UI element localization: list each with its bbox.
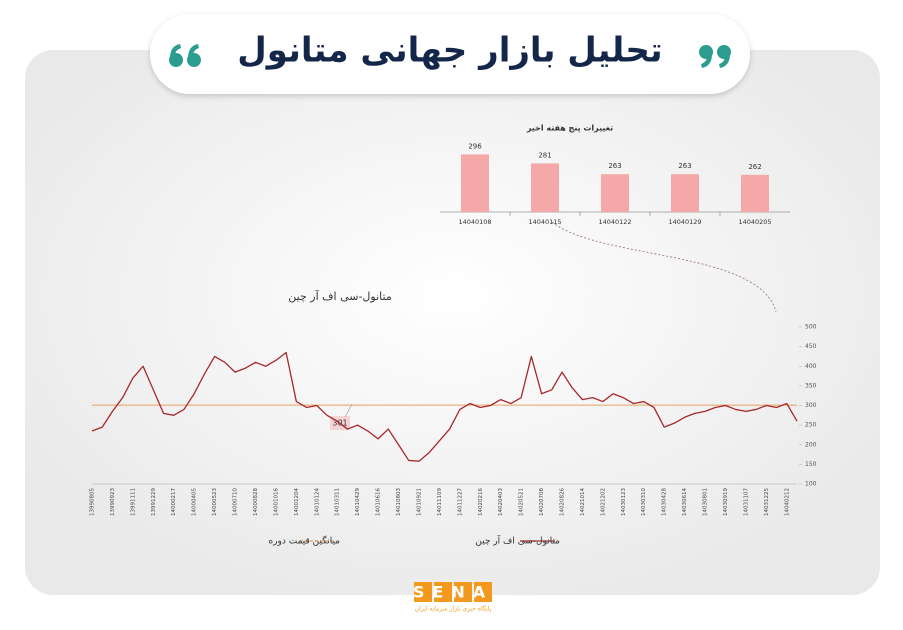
x-tick-label: 14000405 — [192, 488, 198, 516]
x-tick-label: 14010311 — [335, 488, 341, 516]
x-tick-label: 13991111 — [130, 488, 136, 516]
x-tick-label: 14030310 — [641, 488, 647, 516]
x-tick-label: 14001204 — [294, 488, 300, 516]
x-tick-label: 14040115 — [528, 218, 561, 226]
y-tick-label: 300 — [805, 402, 817, 409]
x-tick-label: 14010429 — [355, 488, 361, 516]
y-tick-label: 200 — [805, 441, 817, 448]
x-tick-label: 14030801 — [703, 488, 709, 516]
chart-title: تغییرات پنج هفته اخیر — [526, 124, 613, 133]
x-tick-label: 14020708 — [539, 488, 545, 516]
legend-label: متانول-سی اف آر چین — [475, 535, 560, 547]
x-tick-label: 14030614 — [682, 488, 688, 516]
x-tick-label: 14040212 — [784, 488, 790, 516]
data-label: 262 — [748, 163, 761, 171]
x-tick-label: 13990923 — [110, 488, 116, 516]
data-label: 296 — [468, 142, 482, 150]
x-tick-label: 14010124 — [314, 488, 320, 516]
x-tick-label: 14040205 — [738, 218, 771, 226]
quote-left — [169, 44, 201, 67]
x-tick-label: 14001016 — [273, 488, 279, 516]
chart-title: متانول-سی اف آر چین — [288, 289, 392, 303]
line-series — [91, 351, 798, 462]
panel — [25, 50, 880, 595]
bar — [671, 174, 699, 212]
x-tick-label: 14030123 — [621, 488, 627, 516]
quote-right — [699, 45, 731, 68]
x-tick-label: 14030428 — [662, 488, 668, 516]
y-tick-label: 250 — [805, 422, 817, 429]
logo: SENA پایگاه خبری بازار سرمایه ایران — [413, 582, 493, 613]
x-tick-label: 14030919 — [723, 488, 729, 516]
x-tick-label: 14040108 — [458, 218, 491, 226]
x-tick-label: 14020216 — [478, 488, 484, 516]
bar — [741, 174, 769, 212]
x-tick-label: 13990805 — [90, 488, 96, 516]
y-tick-label: 500 — [805, 324, 817, 331]
y-tick-label: 150 — [805, 461, 817, 468]
x-tick-label: 14040122 — [598, 218, 631, 226]
logo-box — [474, 582, 492, 602]
x-tick-label: 14020826 — [560, 488, 566, 516]
x-tick-label: 14020521 — [519, 488, 525, 516]
y-tick-label: 450 — [805, 343, 817, 350]
x-tick-label: 14011109 — [437, 488, 443, 516]
logo-tagline: پایگاه خبری بازار سرمایه ایران — [415, 605, 492, 613]
x-tick-label: 14021014 — [580, 488, 586, 516]
x-tick-label: 14010616 — [376, 488, 382, 516]
logo-box — [414, 582, 432, 602]
x-tick-label: 14040129 — [668, 218, 701, 226]
data-label: 263 — [608, 162, 621, 170]
bar — [601, 174, 629, 212]
y-tick-label: 400 — [805, 363, 817, 370]
bar — [531, 163, 559, 212]
x-tick-label: 14000523 — [212, 488, 218, 516]
logo-box — [454, 582, 472, 602]
x-tick-label: 14000710 — [233, 488, 239, 516]
x-tick-label: 14010803 — [396, 488, 402, 516]
x-tick-label: 14011227 — [457, 488, 463, 516]
x-tick-label: 14000828 — [253, 488, 259, 516]
x-tick-label: 14010921 — [416, 488, 422, 516]
logo-name: SENA — [413, 583, 493, 602]
data-label: 281 — [538, 151, 551, 159]
x-tick-label: 14031225 — [764, 488, 770, 516]
y-tick-label: 100 — [805, 481, 817, 488]
header-pill — [150, 14, 750, 94]
annotation-pointer — [344, 403, 353, 418]
x-tick-label: 14020403 — [498, 488, 504, 516]
x-tick-label: 14021202 — [600, 488, 606, 516]
legend-label: میانگین قیمت دوره — [268, 535, 340, 547]
bar — [461, 154, 489, 212]
header-title: تحلیل بازار جهانی متانول — [237, 31, 662, 71]
connector — [551, 221, 777, 313]
data-label: 263 — [678, 162, 691, 170]
x-tick-label: 13991229 — [151, 488, 157, 516]
y-tick-label: 350 — [805, 382, 817, 389]
x-tick-label: 14000217 — [171, 488, 177, 516]
x-tick-label: 14031107 — [743, 488, 749, 516]
logo-box — [434, 582, 452, 602]
